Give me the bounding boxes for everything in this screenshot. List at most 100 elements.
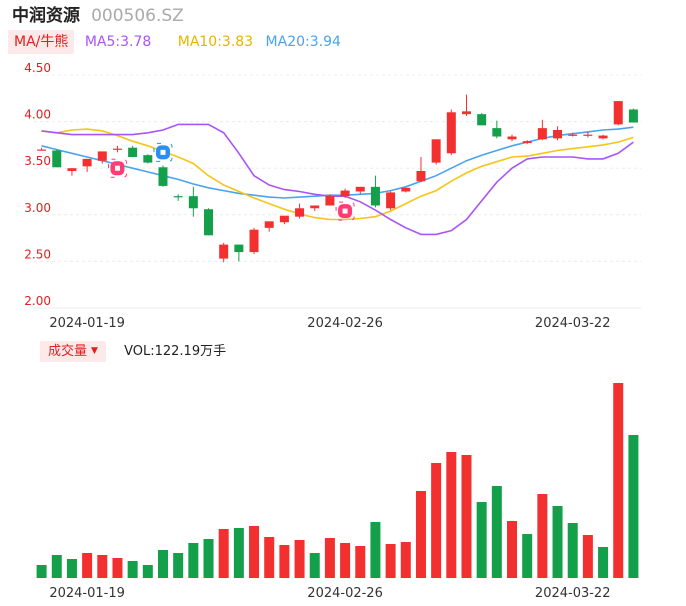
x-tick-label: 2024-03-22 [535, 586, 611, 601]
volume-bar [355, 546, 366, 578]
volume-bar [173, 553, 184, 578]
candle-body [158, 167, 168, 186]
candle-body [477, 114, 487, 126]
volume-bar [157, 550, 168, 578]
candle-body [492, 128, 502, 137]
volume-bar [431, 463, 442, 578]
ma20-legend: MA20:3.94 [265, 34, 341, 50]
volume-bar [127, 561, 138, 578]
volume-bar [415, 491, 426, 578]
volume-bar [507, 521, 518, 578]
candle-body [446, 112, 456, 154]
volume-value: VOL:122.19万手 [124, 344, 227, 359]
candle-body [537, 128, 547, 140]
candle-body [188, 196, 198, 209]
candle-body [507, 136, 517, 140]
volume-bar [385, 544, 396, 578]
candle-body [355, 186, 365, 192]
volume-bar [567, 523, 578, 578]
candle-body [143, 155, 153, 163]
volume-bar [582, 535, 593, 578]
candle-body [97, 151, 107, 161]
volume-bar [51, 555, 62, 578]
candle-body [204, 209, 214, 236]
volume-bar [82, 553, 93, 578]
x-tick-label: 2024-01-19 [49, 316, 125, 331]
candle-body [37, 149, 47, 151]
ma10-line [41, 128, 634, 221]
candle-body [67, 168, 77, 171]
volume-bar [613, 383, 624, 578]
candle-body [264, 221, 274, 228]
volume-bar [598, 547, 609, 578]
candle-body [431, 139, 441, 163]
candle-body [568, 134, 578, 136]
candle-body [401, 187, 411, 192]
stock-code: 000506.SZ [91, 6, 184, 26]
volume-bar [400, 542, 411, 578]
candle-body [249, 229, 259, 253]
volume-bar [370, 522, 381, 578]
volume-bar [249, 526, 260, 578]
ma5-legend: MA5:3.78 [84, 34, 152, 50]
volume-bar [537, 494, 548, 578]
candle-body [295, 208, 305, 217]
ma10-legend: MA10:3.83 [177, 34, 254, 50]
buy-signal-icon [107, 158, 127, 178]
volume-bar [294, 540, 305, 578]
y-tick-label: 3.00 [24, 201, 51, 215]
volume-bar [36, 565, 47, 578]
volume-toggle-label: 成交量 [48, 344, 88, 359]
candle-body [583, 134, 593, 136]
volume-bar [112, 558, 123, 578]
candle-body [416, 170, 426, 182]
candle-body [112, 148, 122, 150]
candle-body [613, 101, 623, 125]
candle-body [628, 109, 638, 123]
candle-body [279, 215, 289, 223]
volume-bar [628, 435, 639, 578]
candle-body [340, 190, 350, 197]
sell-signal-icon [153, 142, 173, 162]
volume-bar [491, 486, 502, 578]
volume-legend: 成交量 ▼ VOL:122.19万手 [40, 341, 227, 362]
volume-bar [142, 565, 153, 578]
y-tick-label: 3.50 [24, 154, 51, 168]
x-tick-label: 2024-01-19 [49, 586, 125, 601]
volume-bar [461, 455, 472, 578]
candle-body [553, 129, 563, 139]
volume-toggle-button[interactable]: 成交量 ▼ [40, 341, 106, 362]
candle-body [173, 196, 183, 198]
volume-bar [218, 529, 229, 578]
volume-bar [552, 506, 563, 578]
volume-bar [66, 559, 77, 578]
candle-body [370, 186, 380, 206]
y-tick-label: 2.00 [24, 294, 51, 308]
candle-body [128, 147, 138, 158]
volume-bar [233, 528, 244, 578]
x-tick-label: 2024-02-26 [307, 316, 383, 331]
candle-body [461, 111, 471, 115]
volume-bar [340, 543, 351, 578]
candle-body [219, 244, 229, 259]
x-tick-label: 2024-03-22 [535, 316, 611, 331]
volume-bar [476, 502, 487, 578]
ma5-line [41, 123, 634, 236]
candle-body [325, 196, 335, 206]
candle-body [234, 244, 244, 253]
volume-bar [324, 538, 335, 578]
ma-toggle-button[interactable]: MA/牛熊 [8, 30, 75, 54]
x-tick-label: 2024-02-26 [307, 586, 383, 601]
volume-bar [522, 534, 533, 578]
ma20-line [41, 126, 634, 199]
candle-body [82, 158, 92, 167]
candle-body [310, 205, 320, 209]
ma-legend: MA/牛熊 MA5:3.78 MA10:3.83 MA20:3.94 [8, 30, 341, 54]
volume-bar [279, 545, 290, 578]
y-tick-label: 2.50 [24, 247, 51, 261]
candle-body [522, 141, 532, 144]
candle-body [386, 192, 396, 209]
volume-bar [309, 553, 320, 578]
volume-bar [264, 537, 275, 578]
